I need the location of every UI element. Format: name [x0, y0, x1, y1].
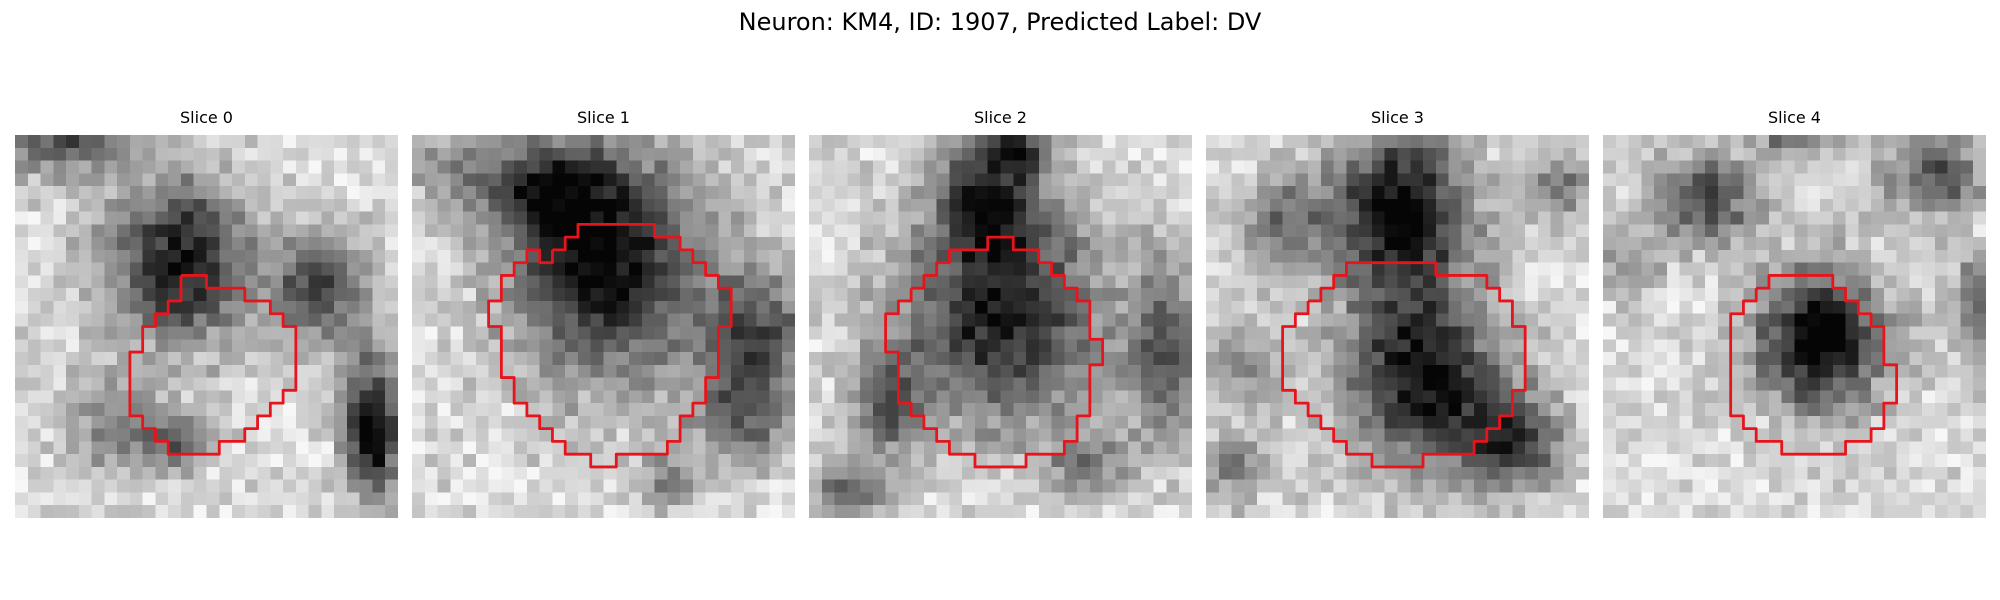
slice-title-3: Slice 3 [1371, 108, 1424, 127]
slice-title-4: Slice 4 [1768, 108, 1821, 127]
slice-image-1 [412, 135, 795, 518]
contour-4 [1729, 274, 1899, 456]
slice-image-0 [15, 135, 398, 518]
slice-image-2 [809, 135, 1192, 518]
figure-title: Neuron: KM4, ID: 1907, Predicted Label: … [738, 8, 1262, 36]
slice-panel-2: Slice 2 [809, 108, 1192, 518]
slice-image-4 [1603, 135, 1986, 518]
slice-panel-4: Slice 4 [1603, 108, 1986, 518]
slice-title-1: Slice 1 [577, 108, 630, 127]
slice-panel-1: Slice 1 [412, 108, 795, 518]
slice-image-3 [1206, 135, 1589, 518]
contour-0 [128, 274, 298, 456]
contour-1 [487, 222, 733, 469]
contour-2 [884, 235, 1105, 469]
slice-title-2: Slice 2 [974, 108, 1027, 127]
slice-title-0: Slice 0 [180, 108, 233, 127]
contour-3 [1281, 261, 1527, 469]
slice-panel-0: Slice 0 [15, 108, 398, 518]
slice-panel-3: Slice 3 [1206, 108, 1589, 518]
